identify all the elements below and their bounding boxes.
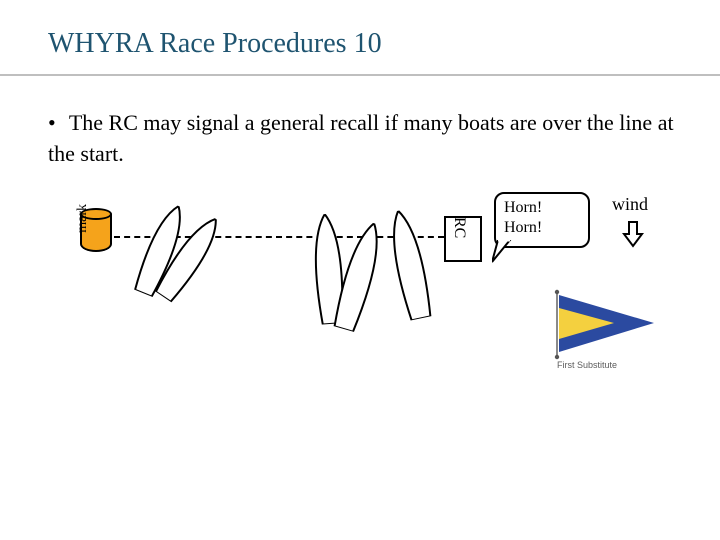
title-underline	[0, 74, 720, 76]
slide-title: WHYRA Race Procedures 10	[48, 28, 382, 60]
diagram-area: mark RC Horn! Horn! wind First Subst	[50, 190, 670, 490]
flag-caption: First Substitute	[557, 360, 617, 370]
horn-line1: Horn!	[504, 198, 580, 218]
rc-label: RC	[450, 217, 468, 238]
bullet-content: The RC may signal a general recall if ma…	[48, 110, 674, 166]
bullet-marker: •	[48, 110, 56, 135]
boat-5	[383, 208, 435, 322]
mark-label: mark	[75, 204, 91, 233]
wind-label: wind	[612, 194, 648, 215]
bullet-text: • The RC may signal a general recall if …	[48, 108, 696, 170]
wind-arrow-icon	[622, 220, 644, 253]
horn-line2: Horn!	[504, 218, 580, 238]
